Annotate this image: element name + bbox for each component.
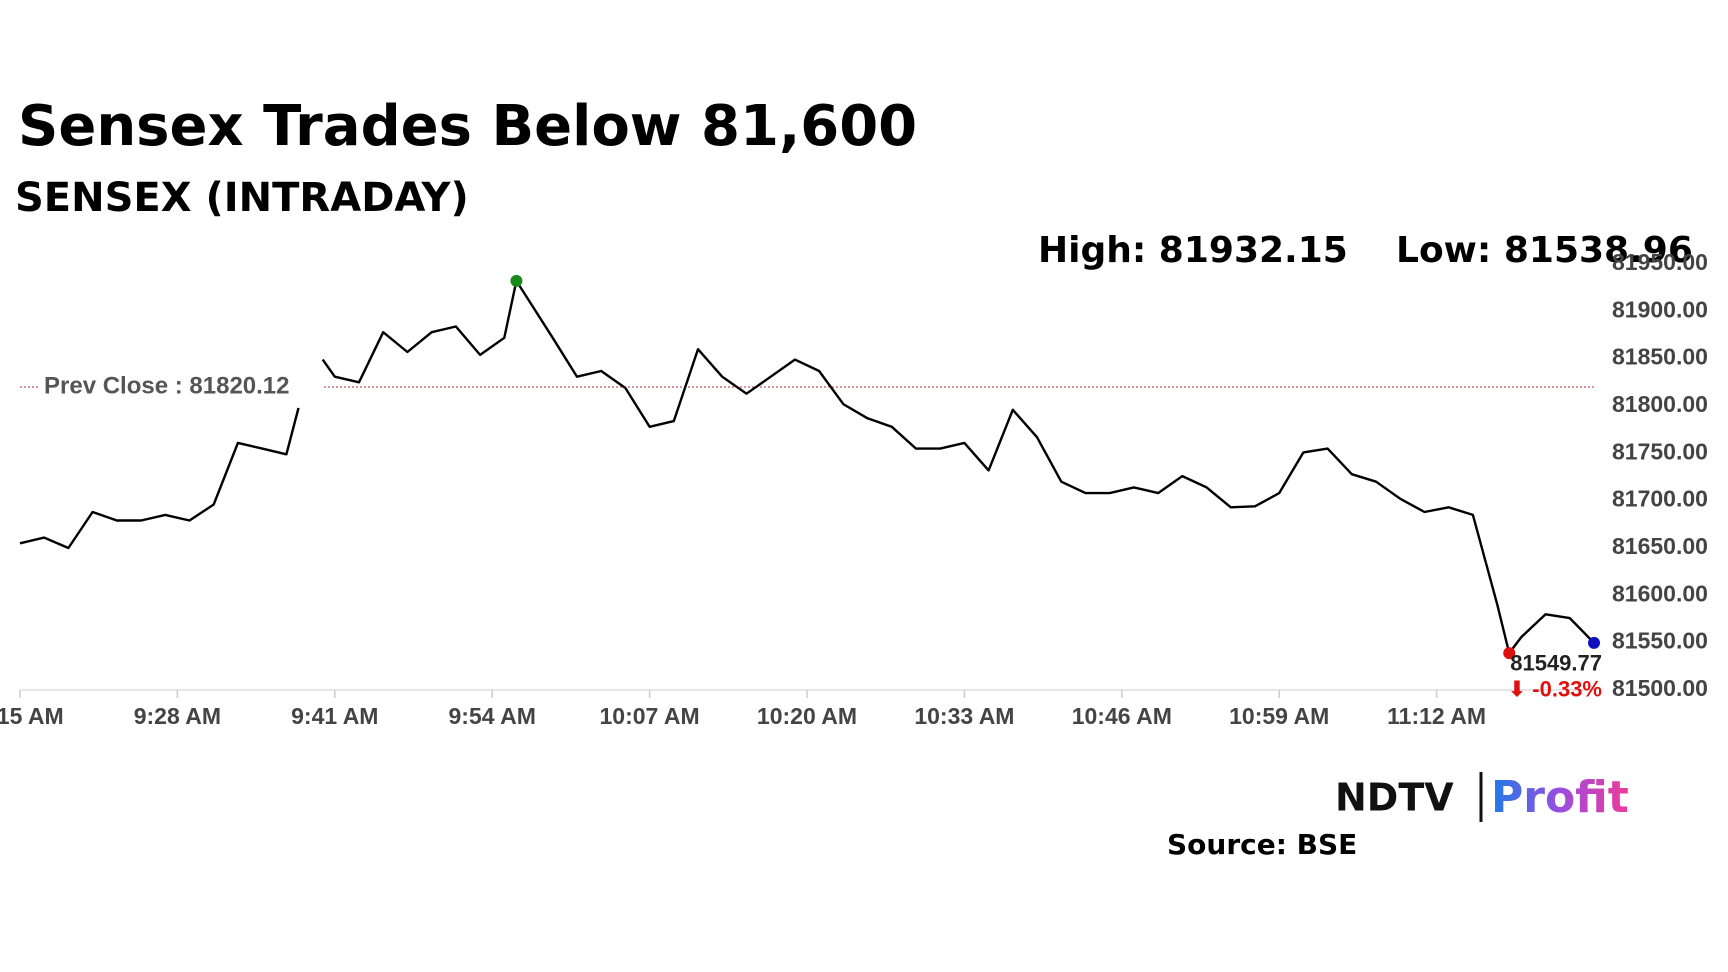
x-tick-label: 9:15 AM (0, 703, 64, 729)
brand-profit: Profit (1491, 772, 1629, 823)
x-tick-label: 10:46 AM (1072, 703, 1172, 729)
high-dot (510, 274, 523, 287)
y-tick-label: 81550.00 (1612, 628, 1708, 654)
x-tick-label: 10:59 AM (1229, 703, 1329, 729)
x-tick-label: 10:33 AM (914, 703, 1014, 729)
last-value-label: 81549.77 (1510, 651, 1602, 676)
x-tick-label: 9:54 AM (449, 703, 536, 729)
last-dot (1588, 636, 1600, 649)
y-tick-label: 81700.00 (1612, 486, 1708, 512)
x-tick-label: 11:12 AM (1387, 703, 1486, 729)
prev-close-bg (38, 370, 322, 403)
chart-title: Sensex Trades Below 81,600 (18, 94, 917, 159)
y-tick-label: 81600.00 (1612, 580, 1708, 606)
y-tick-label: 81750.00 (1612, 438, 1708, 464)
x-tick-label: 10:20 AM (757, 703, 857, 729)
x-tick-label: 9:41 AM (291, 703, 378, 729)
x-tick-label: 9:28 AM (134, 703, 221, 729)
series-line (19, 279, 1595, 655)
low-dot (1503, 647, 1516, 660)
brand-ndtv: NDTV (1335, 776, 1454, 820)
y-tick-label: 81800.00 (1612, 391, 1708, 417)
source: Source: BSE (1167, 828, 1357, 861)
chart-subtitle: SENSEX (INTRADAY) (15, 175, 469, 221)
y-tick-label: 81650.00 (1612, 533, 1708, 559)
y-tick-label: 81900.00 (1612, 296, 1708, 322)
y-tick-label: 81950.00 (1612, 249, 1708, 275)
prev-close-label: Prev Close : 81820.12 (44, 372, 290, 399)
y-tick-label: 81850.00 (1612, 344, 1708, 370)
y-tick-label: 81500.00 (1612, 675, 1708, 701)
low-label: Low: 81538.96 (1396, 230, 1693, 271)
high-label: High: 81932.15 (1038, 230, 1348, 271)
change-label: ⬇ -0.33% (1508, 677, 1602, 702)
x-tick-label: 10:07 AM (600, 703, 700, 729)
